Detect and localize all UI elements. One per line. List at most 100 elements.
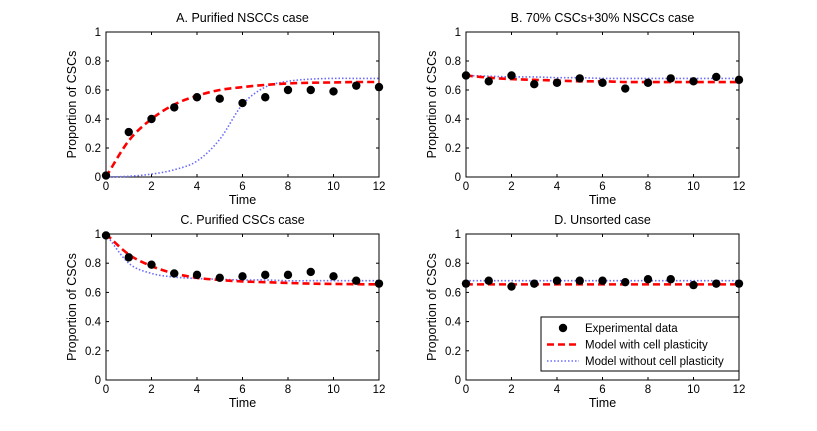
data-point (238, 272, 247, 281)
data-point (352, 81, 361, 90)
x-tick-label: 0 (103, 181, 109, 193)
panel-c: 0 2 4 6 8 10 12 0 0.2 0.4 0.6 0.8 1 C. Purified CSCs … (65, 213, 385, 410)
x-tick-label: 4 (194, 384, 201, 396)
y-tick-label: 0 (455, 375, 461, 387)
data-point (461, 71, 471, 80)
y-tick-label: 0.6 (85, 287, 101, 299)
x-axis-label: Time (229, 193, 256, 207)
data-point (461, 279, 471, 288)
data-point (530, 279, 539, 288)
x-tick-label: 6 (599, 181, 605, 193)
data-point (552, 78, 562, 87)
data-point (215, 94, 224, 103)
legend-label: Model without cell plasticity (585, 356, 724, 368)
data-point (215, 273, 224, 282)
data-point (530, 80, 539, 89)
data-point (643, 78, 653, 87)
x-tick-label: 4 (554, 181, 561, 193)
plot-area (465, 31, 740, 178)
data-point (147, 260, 156, 269)
x-tick-label: 12 (373, 384, 386, 396)
data-point (598, 276, 607, 285)
x-axis-label: Time (589, 396, 616, 410)
y-tick-label: 0.2 (85, 143, 101, 155)
data-point (101, 171, 111, 180)
data-point (689, 280, 698, 290)
data-point (643, 275, 653, 284)
data-point (238, 98, 247, 108)
x-axis-label: Time (229, 396, 256, 410)
data-point (598, 78, 607, 87)
y-tick-label: 0.6 (445, 85, 461, 97)
x-tick-label: 6 (239, 181, 245, 193)
data-point (261, 93, 270, 102)
y-tick-label: 0 (95, 375, 101, 387)
y-tick-label: 0.8 (85, 258, 101, 270)
y-tick-label: 0.4 (445, 317, 462, 329)
data-point (329, 272, 338, 281)
y-tick-label: 0.2 (85, 346, 101, 358)
x-tick-label: 12 (733, 384, 746, 396)
x-tick-label: 10 (327, 384, 340, 396)
data-point (306, 85, 315, 95)
data-point (261, 270, 270, 280)
data-point (575, 276, 584, 285)
x-tick-label: 4 (194, 181, 201, 193)
data-point (734, 75, 744, 85)
data-point (712, 279, 721, 288)
data-point (352, 276, 361, 285)
panel-title: C. Purified CSCs case (180, 213, 304, 227)
x-tick-label: 12 (373, 181, 386, 193)
y-tick-label: 0.8 (445, 56, 461, 68)
data-point (484, 276, 493, 285)
series-line-no-plasticity (106, 77, 379, 178)
data-point (170, 103, 179, 112)
y-tick-label: 0.6 (85, 85, 101, 97)
data-point (192, 270, 202, 280)
legend: Experimental data Model with cell plastic… (540, 316, 740, 372)
y-axis-label: Proportion of CSCs (425, 253, 439, 361)
panel-a: 0 2 4 6 8 10 12 0 0.2 0.4 0.6 0.8 1 A. Purified NSCCs… (65, 11, 385, 207)
data-point (507, 71, 516, 80)
x-tick-label: 10 (687, 181, 700, 193)
y-tick-label: 0.8 (445, 258, 461, 270)
data-point (712, 72, 721, 82)
x-tick-label: 12 (733, 181, 746, 193)
x-axis-label: Time (589, 193, 616, 207)
x-tick-label: 2 (148, 384, 154, 396)
x-tick-label: 0 (463, 384, 469, 396)
x-tick-label: 10 (687, 384, 700, 396)
panel-title: D. Unsorted case (554, 213, 651, 227)
data-point (192, 93, 202, 102)
y-tick-label: 0.4 (445, 114, 462, 126)
legend-marker-data (558, 323, 568, 333)
data-point (621, 84, 630, 93)
x-tick-label: 0 (463, 181, 469, 193)
x-tick-label: 2 (508, 384, 514, 396)
data-point (621, 277, 630, 287)
y-tick-label: 0.8 (85, 56, 101, 68)
plot-area (105, 233, 380, 381)
data-point (666, 275, 675, 284)
y-axis-label: Proportion of CSCs (65, 51, 79, 159)
y-tick-label: 0.2 (445, 143, 461, 155)
y-tick-label: 0 (95, 172, 101, 184)
data-point (689, 77, 698, 86)
y-tick-label: 1 (455, 229, 461, 241)
data-point (124, 253, 133, 262)
x-tick-label: 8 (285, 181, 291, 193)
legend-label: Model with cell plasticity (585, 340, 708, 352)
x-tick-label: 4 (554, 384, 561, 396)
panel-d: 0 2 4 6 8 10 12 0 0.2 0.4 0.6 0.8 1 D. Unsorted case T… (425, 213, 745, 410)
panel-b: 0 2 4 6 8 10 12 0 0.2 0.4 0.6 0.8 1 B. 70% CSCs+30% N… (425, 11, 745, 207)
x-tick-label: 2 (508, 181, 514, 193)
y-tick-label: 0 (455, 172, 461, 184)
data-point (507, 282, 516, 291)
data-point (734, 279, 744, 288)
data-point (575, 74, 584, 83)
data-point (329, 87, 338, 96)
y-axis-label: Proportion of CSCs (425, 51, 439, 159)
data-point (170, 269, 179, 278)
